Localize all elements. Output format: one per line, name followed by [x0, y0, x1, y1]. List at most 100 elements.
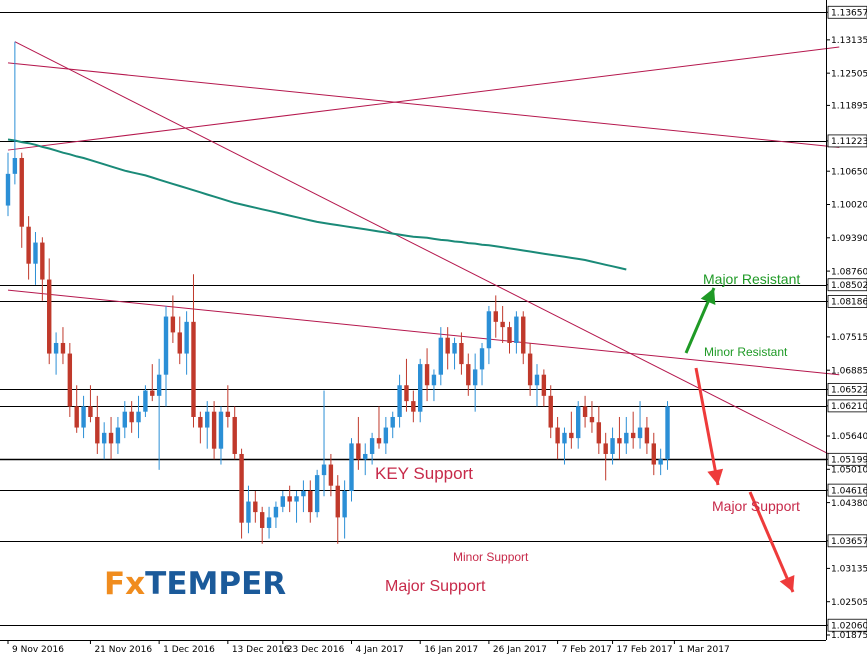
candle-body — [287, 496, 292, 502]
price-tick-label: 1.08760 — [831, 267, 867, 277]
arrow-down-red-1-shaft — [694, 367, 720, 486]
candle-body — [314, 475, 320, 513]
price-tick-label: 1.01875 — [831, 631, 867, 641]
candle — [376, 406, 382, 449]
trendlines — [7, 41, 840, 460]
price-tag-box — [827, 134, 867, 148]
candle — [225, 385, 231, 428]
candle-body — [644, 427, 650, 444]
candle — [438, 327, 444, 386]
candle-body — [404, 385, 409, 402]
candle-body — [177, 332, 182, 354]
candle-body — [507, 327, 512, 343]
candle — [390, 411, 395, 439]
candle — [177, 316, 182, 365]
price-axis: 1.13657 1.13135 1.12505 1.11895 1.11223 1.106… — [826, 0, 867, 641]
candle — [287, 485, 292, 513]
fxtemper-logo: FxTEMPER — [104, 566, 286, 602]
candle — [74, 385, 79, 433]
candle-body — [486, 311, 492, 349]
candle — [418, 358, 423, 423]
candle-body — [541, 374, 547, 396]
candle-body — [40, 242, 45, 280]
price-tick-label: 1.09390 — [831, 234, 867, 244]
candle — [60, 327, 66, 365]
candle-body — [198, 416, 203, 428]
candle-body — [191, 321, 196, 417]
price-tick-label: 1.03657 — [831, 537, 867, 547]
candle-body — [479, 348, 485, 370]
candle-body — [239, 453, 244, 523]
candle-body — [33, 242, 38, 264]
price-tick-label: 1.10650 — [831, 167, 867, 177]
price-tick-label: 1.03135 — [831, 565, 867, 575]
candle — [363, 443, 368, 476]
price-tick-label: 1.08502 — [831, 281, 867, 291]
candle — [33, 231, 38, 285]
candle-body — [624, 432, 629, 444]
candle-body — [610, 438, 615, 454]
price-tag-box — [827, 618, 867, 632]
candle — [294, 490, 299, 523]
candle-body — [163, 316, 169, 375]
candle — [129, 401, 134, 433]
time-tick-label: 9 Nov 2016 — [12, 645, 64, 655]
candle — [12, 41, 18, 185]
candle-body — [301, 490, 306, 497]
candle-body — [472, 369, 478, 386]
candle-body — [431, 374, 437, 386]
candle — [452, 337, 457, 370]
price-tick-label: 1.06885 — [831, 366, 867, 376]
candle-body — [225, 411, 231, 417]
candle — [108, 416, 114, 460]
price-tick-label: 1.13657 — [831, 8, 867, 18]
price-tick-label: 1.02060 — [831, 621, 867, 631]
candle — [665, 401, 670, 470]
candle — [562, 427, 567, 465]
price-tag-box — [827, 483, 867, 497]
candle — [637, 401, 643, 449]
candle-body — [521, 316, 526, 354]
candle — [603, 432, 608, 481]
candle — [239, 448, 244, 539]
candle-body — [211, 411, 217, 449]
candle — [582, 395, 588, 428]
candle-body — [589, 416, 595, 423]
candle — [651, 432, 656, 476]
trendline — [7, 289, 840, 376]
trendline — [7, 46, 840, 151]
candle — [548, 385, 553, 439]
price-tag-box — [827, 399, 867, 413]
moving-average-line — [7, 138, 627, 271]
candle — [527, 342, 533, 396]
time-tick-label: 23 Dec 2016 — [287, 645, 345, 655]
candle — [472, 353, 478, 412]
candle — [493, 295, 498, 338]
arrow-down-red-2-head — [779, 575, 795, 592]
time-tick-label: 1 Mar 2017 — [678, 645, 729, 655]
candle — [459, 332, 464, 375]
candle — [301, 480, 306, 513]
price-tick-label: 1.05640 — [831, 432, 867, 442]
candle — [81, 395, 86, 439]
price-tick-label: 1.02505 — [831, 598, 867, 608]
candle — [369, 432, 375, 465]
candle — [514, 311, 519, 354]
candle — [630, 411, 636, 449]
moving-average — [7, 138, 627, 271]
price-tag-box — [827, 5, 867, 19]
candle-body — [356, 443, 361, 460]
price-tick-label: 1.04380 — [831, 499, 867, 509]
candle — [218, 406, 224, 465]
trendline — [7, 62, 840, 148]
candle — [53, 332, 59, 375]
candle — [150, 364, 155, 402]
candle-body — [665, 406, 670, 460]
candle — [521, 311, 526, 365]
candle-body — [349, 443, 354, 491]
candles — [5, 41, 670, 544]
candle-body — [294, 496, 299, 502]
candle-body — [493, 311, 498, 322]
candle-body — [514, 316, 519, 343]
price-tick-label: 1.07515 — [831, 333, 867, 343]
